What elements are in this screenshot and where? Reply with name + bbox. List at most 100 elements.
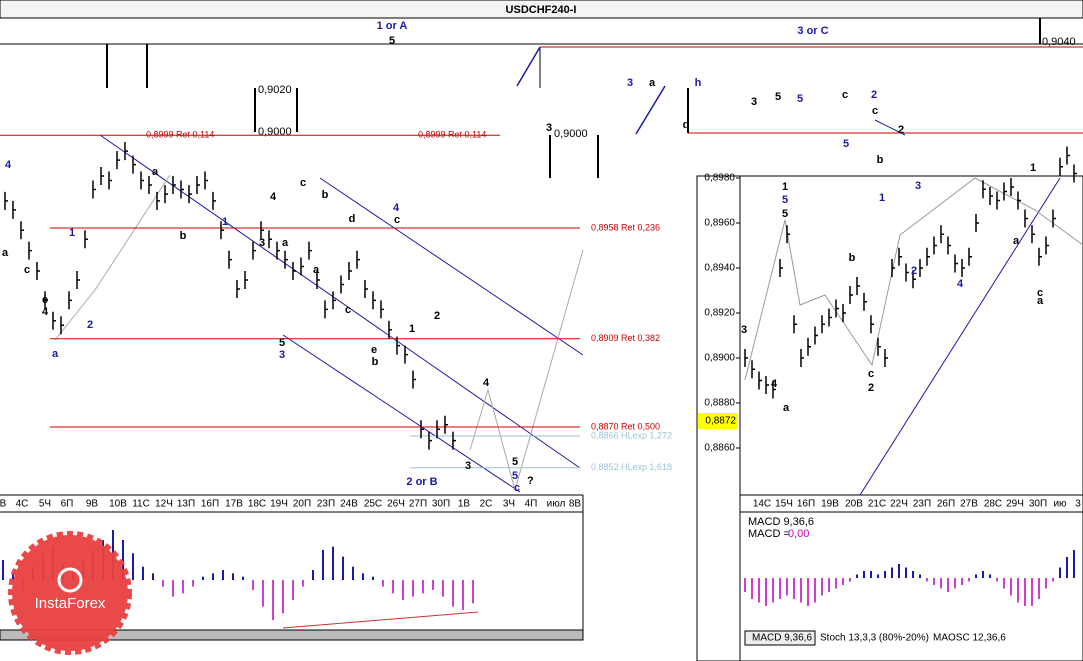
x-tick-label: 6П	[61, 499, 74, 510]
x-tick-label: 9В	[86, 499, 99, 510]
price-bar	[220, 221, 224, 240]
wave-label: c	[872, 105, 878, 117]
price-bar	[779, 259, 783, 277]
tab-label[interactable]: MAOSC 12,36,6	[933, 633, 1006, 644]
wave-label: 3	[627, 77, 633, 89]
x-tick-label: 5Ч	[39, 499, 51, 510]
price-bar	[975, 214, 979, 232]
x-tick-label: В	[0, 499, 7, 510]
x-tick-label: июл	[547, 499, 566, 510]
wave-note: 2 or B	[406, 476, 437, 488]
level-label: 0,8852 HLexp 1,618	[591, 462, 672, 472]
price-bar	[420, 420, 424, 439]
x-tick-label: ию	[1053, 499, 1067, 510]
x-tick-label: 16П	[797, 499, 815, 510]
price-bar	[940, 225, 944, 244]
price-bar	[996, 191, 1000, 210]
price-bar	[404, 345, 408, 364]
wave-label: 2	[911, 265, 917, 277]
price-bar	[1073, 164, 1077, 183]
tab-label[interactable]: Stoch 13,3,3 (80%-20%)	[820, 633, 929, 644]
price-bar	[842, 304, 846, 322]
price-bar	[228, 250, 232, 269]
price-bar	[236, 280, 240, 299]
price-bar	[52, 311, 56, 330]
level-label: 0,8909 Ret 0,382	[591, 333, 660, 343]
wave-label: 4	[270, 191, 277, 203]
price-bar	[989, 187, 993, 205]
wave-label: c	[24, 264, 30, 276]
wave-label: 1	[409, 323, 415, 335]
price-bar	[132, 155, 136, 174]
price-bar	[28, 241, 32, 260]
x-tick-label: 27П	[409, 499, 427, 510]
price-bar	[108, 171, 112, 190]
price-bar	[292, 261, 296, 280]
price-bar	[436, 420, 440, 439]
price-bar	[156, 191, 160, 210]
wave-label: c	[868, 368, 874, 380]
price-bar	[196, 176, 200, 195]
x-tick-label: 4С	[16, 499, 29, 510]
wave-label: 5	[389, 35, 395, 47]
wave-label: 3	[279, 349, 285, 361]
macd-value: 0,00	[788, 528, 809, 540]
x-tick-label: 29Ч	[1006, 499, 1024, 510]
wave-label: c	[345, 304, 351, 316]
price-bar	[20, 221, 24, 240]
wave-label: a	[2, 247, 9, 259]
price-bar	[1052, 209, 1056, 228]
window-fragments	[106, 18, 1041, 178]
last-price-label: 0,8872	[705, 416, 736, 427]
wave-label: 3	[259, 237, 265, 249]
level-label: 0,8999 Ret 0,114	[418, 130, 486, 140]
x-tick-label: 12Ч	[155, 499, 173, 510]
level-label: 0,8999 Ret 0,114	[146, 130, 214, 140]
wave-label: e	[42, 294, 48, 306]
price-bar	[140, 171, 144, 190]
wave-label: 2	[871, 89, 877, 101]
tab-label[interactable]: MACD 9,36,6	[752, 633, 812, 644]
price-bar	[1024, 209, 1028, 228]
x-tick-label: 10В	[109, 499, 127, 510]
x-tick-label: 3	[1075, 499, 1081, 510]
price-bar	[204, 171, 208, 190]
wave-header: 3 or C	[797, 25, 828, 37]
wave-label: 5	[512, 470, 518, 482]
price-bar	[926, 247, 930, 266]
wave-label: c	[300, 177, 306, 189]
wave-label: 4	[483, 377, 490, 389]
wave-label: 3	[465, 460, 471, 472]
price-bar	[961, 259, 965, 277]
wave-label: a	[1037, 295, 1044, 307]
wave-label: 3	[751, 96, 757, 108]
zigzag	[744, 177, 1083, 381]
wave-label: 1	[69, 227, 75, 239]
price-bar	[793, 315, 797, 334]
bg-tick: 0,9000	[554, 128, 588, 140]
price-bar	[148, 176, 152, 195]
price-bar	[324, 300, 328, 319]
price-bar	[372, 291, 376, 310]
wave-label: 2	[434, 310, 440, 322]
wave-label: 5	[279, 337, 285, 349]
price-bar	[807, 337, 811, 356]
price-bar	[968, 247, 972, 266]
price-bar	[1045, 236, 1049, 255]
wave-label: 1	[1030, 162, 1036, 174]
price-bar	[863, 292, 867, 311]
price-bar	[300, 257, 304, 276]
wave-label: 5	[782, 194, 788, 206]
x-tick-label: 30П	[1029, 499, 1047, 510]
wave-header: 1 or A	[377, 20, 408, 32]
price-bar	[60, 316, 64, 335]
price-bar	[758, 371, 762, 390]
price-bar	[268, 230, 272, 249]
wave-label: d	[349, 213, 356, 225]
tab[interactable]	[744, 630, 816, 646]
price-bar	[44, 291, 48, 310]
price-bar	[260, 221, 264, 240]
wave-label: c	[514, 482, 520, 494]
price-bar	[164, 185, 168, 204]
